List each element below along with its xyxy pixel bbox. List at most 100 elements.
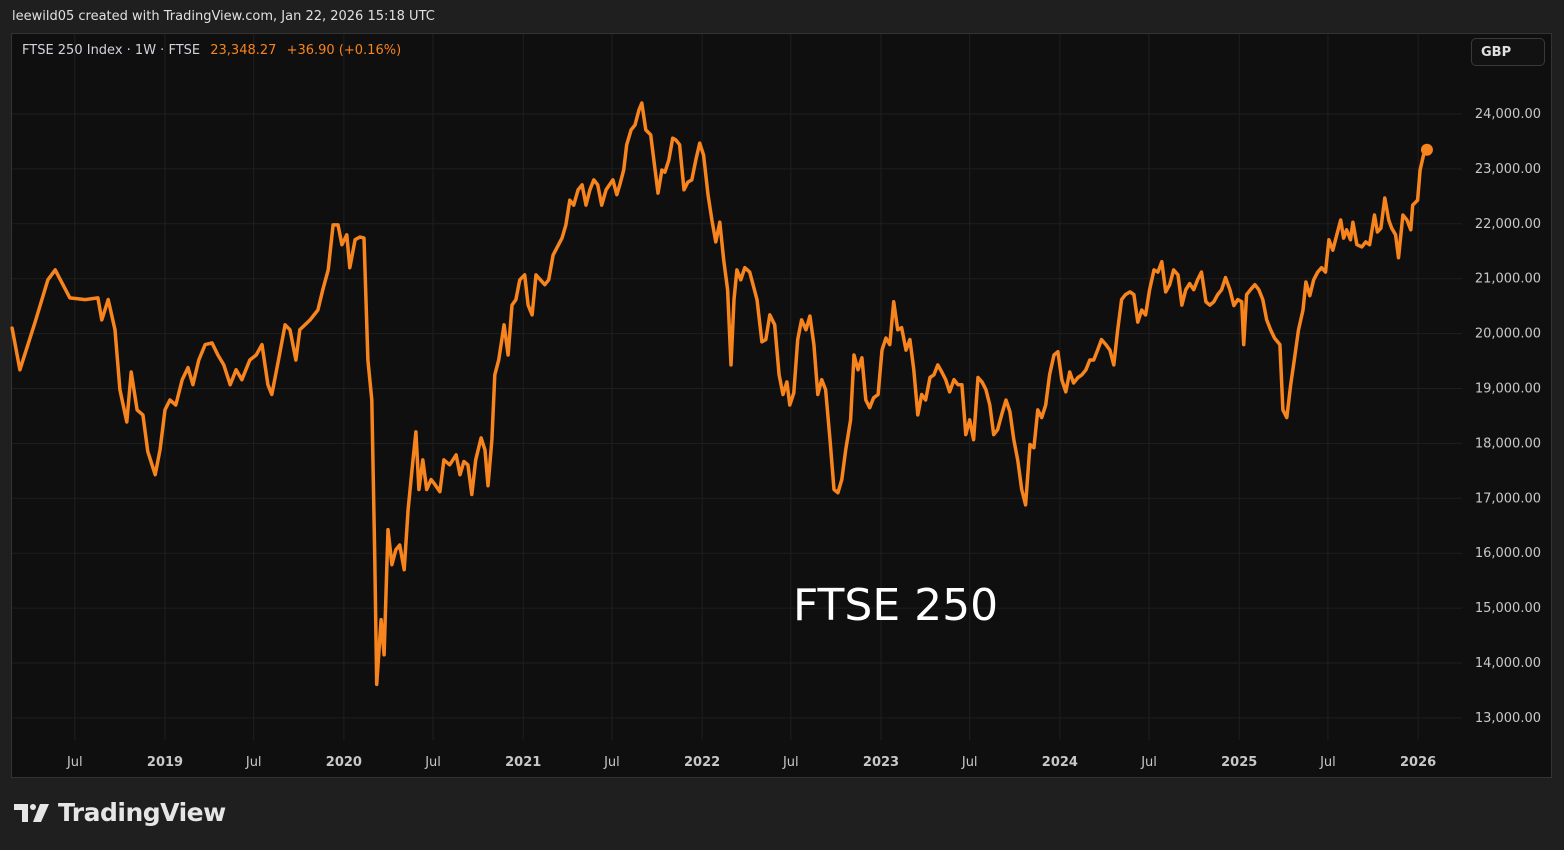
data-point — [714, 240, 717, 243]
data-point — [1080, 373, 1083, 376]
data-point — [370, 399, 373, 402]
x-tick-label: 2025 — [1221, 755, 1257, 770]
data-point — [348, 266, 351, 269]
data-point — [832, 488, 835, 491]
y-tick-label: 18,000.00 — [1475, 436, 1541, 451]
data-point — [96, 296, 99, 299]
data-point — [908, 338, 911, 341]
data-point — [298, 328, 301, 331]
data-point — [768, 313, 771, 316]
data-point — [466, 463, 469, 466]
x-tick-label: 2024 — [1042, 755, 1078, 770]
x-tick-label: 2019 — [147, 755, 183, 770]
data-point — [781, 393, 784, 396]
data-point — [992, 433, 995, 436]
y-tick-label: 20,000.00 — [1475, 327, 1541, 342]
data-point — [240, 378, 243, 381]
data-point — [764, 338, 767, 341]
data-point — [581, 183, 584, 186]
data-point — [493, 373, 496, 376]
data-point — [531, 313, 534, 316]
data-point — [690, 178, 693, 181]
data-point — [1368, 243, 1371, 246]
x-tick-label: Jul — [961, 755, 978, 770]
data-point — [448, 463, 451, 466]
data-point — [168, 399, 171, 402]
data-point — [327, 268, 330, 271]
data-point — [410, 468, 413, 471]
x-tick-label: Jul — [424, 755, 441, 770]
last-price-marker — [1420, 143, 1433, 156]
data-point — [114, 328, 117, 331]
data-point — [1152, 268, 1155, 271]
data-point — [796, 338, 799, 341]
data-point — [474, 458, 477, 461]
data-point — [812, 343, 815, 346]
data-point — [840, 478, 843, 481]
data-point — [1188, 282, 1191, 285]
x-tick-label: 2023 — [863, 755, 899, 770]
data-point — [710, 218, 713, 221]
data-point — [853, 354, 856, 357]
data-point — [1016, 458, 1019, 461]
tradingview-logo[interactable]: TradingView — [14, 798, 226, 827]
x-tick-label: 2021 — [505, 755, 541, 770]
y-tick-label: 16,000.00 — [1475, 546, 1541, 561]
data-point — [534, 273, 537, 276]
data-point — [425, 488, 428, 491]
data-point — [18, 368, 21, 371]
data-point — [1196, 278, 1199, 281]
data-point — [1401, 214, 1404, 217]
data-point — [663, 171, 666, 174]
data-point — [1212, 300, 1215, 303]
data-point — [507, 354, 510, 357]
data-point — [1409, 228, 1412, 231]
data-point — [159, 448, 162, 451]
data-point — [936, 363, 939, 366]
data-point — [1383, 196, 1386, 199]
data-point — [633, 123, 636, 126]
data-point — [880, 349, 883, 352]
data-point — [1261, 298, 1264, 301]
data-point — [1208, 304, 1211, 307]
data-point — [490, 438, 493, 441]
data-point — [660, 168, 663, 171]
price-change: +36.90 (+0.16%) — [286, 43, 402, 58]
data-point — [1168, 283, 1171, 286]
data-point — [920, 393, 923, 396]
data-point — [1308, 294, 1311, 297]
data-point — [1232, 304, 1235, 307]
data-point — [726, 288, 729, 291]
data-point — [1084, 368, 1087, 371]
data-point — [1253, 283, 1256, 286]
data-point — [953, 378, 956, 381]
y-tick-label: 17,000.00 — [1475, 491, 1541, 506]
data-point — [788, 403, 791, 406]
data-point — [354, 238, 357, 241]
data-point — [398, 543, 401, 546]
data-point — [956, 383, 959, 386]
data-point — [543, 283, 546, 286]
x-tick-label: 2026 — [1400, 755, 1436, 770]
data-point — [375, 683, 378, 686]
y-tick-label: 21,000.00 — [1475, 272, 1541, 287]
data-point — [940, 371, 943, 374]
data-point — [1184, 288, 1187, 291]
data-point — [1004, 399, 1007, 402]
data-point — [497, 358, 500, 361]
data-point — [1240, 300, 1243, 303]
data-point — [929, 376, 932, 379]
data-point — [856, 368, 859, 371]
data-point — [622, 168, 625, 171]
currency-button[interactable]: GBP — [1471, 38, 1545, 66]
data-point — [1273, 336, 1276, 339]
data-point — [100, 318, 103, 321]
data-point — [1176, 273, 1179, 276]
data-point — [816, 393, 819, 396]
data-point — [611, 178, 614, 181]
data-point — [1355, 243, 1358, 246]
data-point — [944, 378, 947, 381]
data-point — [1224, 276, 1227, 279]
chart-watermark: FTSE 250 — [793, 580, 999, 631]
